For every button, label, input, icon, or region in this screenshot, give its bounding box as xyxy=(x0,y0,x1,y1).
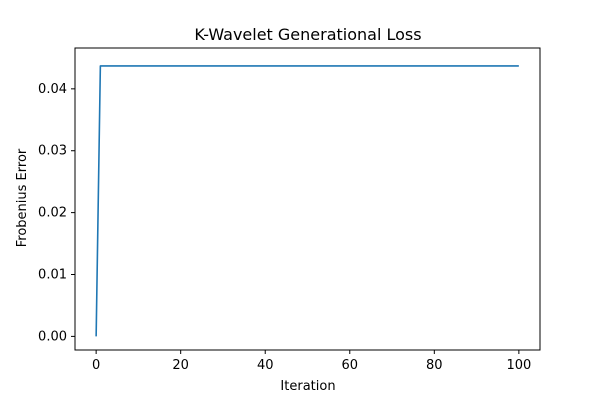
x-tick-label: 100 xyxy=(506,358,531,373)
y-tick-label: 0.00 xyxy=(38,329,67,344)
x-tick-label: 0 xyxy=(92,358,100,373)
x-tick-label: 80 xyxy=(426,358,443,373)
chart-title: K-Wavelet Generational Loss xyxy=(194,25,421,44)
y-tick-label: 0.01 xyxy=(38,268,67,283)
y-tick-label: 0.04 xyxy=(38,82,67,97)
series-line-0 xyxy=(95,65,519,337)
plot-frame xyxy=(74,47,541,351)
y-tick-label: 0.02 xyxy=(38,206,67,221)
y-axis: 0.00 0.01 0.02 0.03 0.04 xyxy=(38,82,75,344)
x-tick-label: 40 xyxy=(257,358,274,373)
plot-area xyxy=(74,47,541,351)
x-tick-label: 20 xyxy=(172,358,189,373)
y-tick-label: 0.03 xyxy=(38,144,67,159)
x-axis: 0 20 40 60 80 100 xyxy=(92,350,531,373)
y-axis-label: Frobenius Error xyxy=(15,148,30,247)
x-axis-label: Iteration xyxy=(280,379,335,394)
x-tick-label: 60 xyxy=(341,358,358,373)
